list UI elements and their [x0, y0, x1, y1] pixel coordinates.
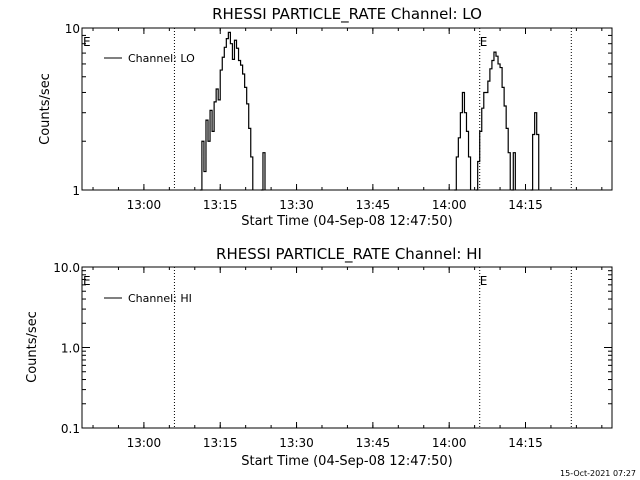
y-tick-label: 0.1	[61, 422, 80, 436]
x-axis: 13:00 13:15 13:30 13:45 14:00 14:15	[92, 267, 603, 450]
x-axis-label: Start Time (04-Sep-08 12:47:50)	[241, 454, 452, 469]
y-tick-label: 1.0	[61, 342, 80, 356]
x-tick-label: 13:15	[203, 436, 238, 450]
event-marker: E	[83, 35, 91, 49]
y-tick-label: 10	[65, 22, 80, 36]
series-line	[454, 91, 472, 191]
x-tick-label: 14:15	[508, 436, 543, 450]
legend-label: Channel: HI	[128, 292, 192, 305]
series-line	[199, 31, 254, 191]
x-tick-label: 14:00	[432, 436, 467, 450]
data-series	[199, 31, 540, 191]
series-line	[475, 51, 511, 191]
x-axis-label: Start Time (04-Sep-08 12:47:50)	[241, 214, 452, 229]
y-axis-label: Counts/sec	[25, 311, 40, 383]
x-tick-label: 13:45	[356, 198, 391, 212]
event-marker: E	[480, 274, 488, 288]
legend: Channel: LO	[104, 52, 195, 65]
y-axis: 1 10	[65, 22, 612, 198]
x-axis: 13:00 13:15 13:30 13:45 14:00 14:15	[92, 28, 603, 212]
x-tick-label: 14:15	[508, 198, 543, 212]
x-tick-label: 13:30	[279, 198, 314, 212]
panel-lo: RHESSI PARTICLE_RATE Channel: LO 13:00 13…	[38, 5, 613, 229]
legend: Channel: HI	[104, 292, 192, 305]
y-tick-label: 1	[72, 184, 80, 198]
chart-title: RHESSI PARTICLE_RATE Channel: LO	[212, 5, 482, 24]
series-line	[511, 152, 516, 191]
x-tick-label: 14:00	[432, 198, 467, 212]
x-tick-label: 13:30	[279, 436, 314, 450]
event-marker: E	[83, 274, 91, 288]
x-tick-label: 13:15	[203, 198, 238, 212]
y-axis: 0.1 1.0 10.0	[53, 261, 612, 436]
y-tick-label: 10.0	[53, 261, 80, 275]
panel-hi: RHESSI PARTICLE_RATE Channel: HI 13:00 13…	[25, 245, 613, 469]
y-axis-label: Counts/sec	[38, 73, 53, 145]
series-line	[530, 112, 540, 191]
chart-title: RHESSI PARTICLE_RATE Channel: HI	[216, 245, 482, 264]
event-marker: E	[480, 35, 488, 49]
x-tick-label: 13:00	[127, 198, 162, 212]
x-tick-label: 13:00	[127, 436, 162, 450]
series-line	[260, 152, 266, 191]
x-tick-label: 13:45	[356, 436, 391, 450]
legend-label: Channel: LO	[128, 52, 195, 65]
render-timestamp: 15-Oct-2021 07:27	[560, 469, 636, 478]
